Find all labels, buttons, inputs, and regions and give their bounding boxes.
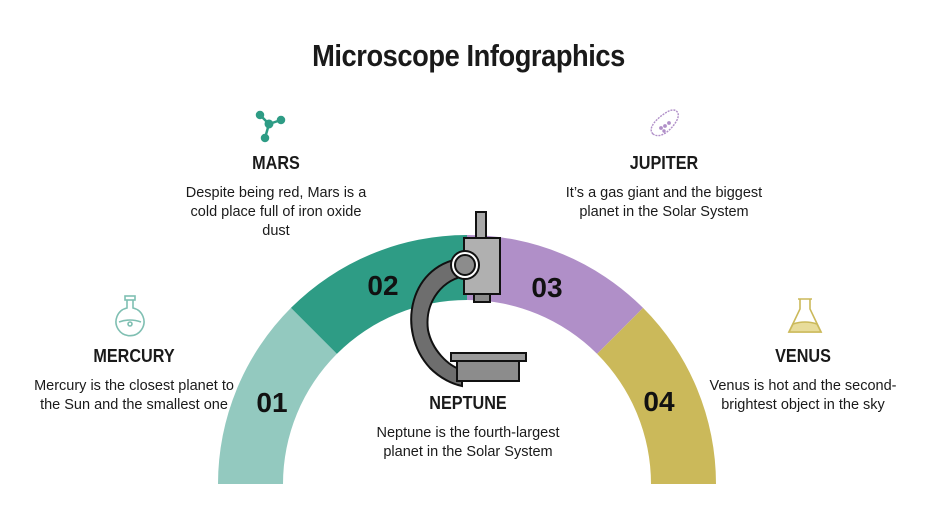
segment-number-1: 01 [256, 387, 287, 418]
heading-neptune: NEPTUNE [429, 393, 507, 413]
page-title: Microscope Infographics [312, 38, 625, 73]
segment-number-2: 02 [367, 270, 398, 301]
text-jupiter: It’s a gas giant and the biggest planet … [565, 185, 763, 220]
arc-segment-3 [467, 235, 644, 354]
text-mars: Despite being red, Mars is a cold place … [185, 185, 367, 239]
segment-number-4: 04 [643, 386, 675, 417]
info-jupiter: JUPITER It’s a gas giant and the biggest… [564, 153, 764, 222]
heading-venus: VENUS [775, 346, 831, 366]
text-venus: Venus is hot and the second-brightest ob… [709, 378, 897, 413]
bacteria-icon [650, 109, 679, 137]
info-mercury: MERCURY Mercury is the closest planet to… [34, 346, 234, 415]
text-neptune: Neptune is the fourth-largest planet in … [376, 425, 560, 460]
microscope-icon [410, 211, 527, 388]
segment-number-3: 03 [531, 272, 562, 303]
heading-mars: MARS [252, 153, 300, 173]
heading-mercury: MERCURY [93, 346, 175, 366]
arc-segment-2 [290, 235, 467, 354]
beaker-icon [787, 298, 823, 333]
molecule-icon [255, 110, 286, 143]
info-mars: MARS Despite being red, Mars is a cold p… [176, 153, 376, 241]
arc-segment-4 [597, 307, 716, 484]
text-mercury: Mercury is the closest planet to the Sun… [34, 378, 234, 413]
arc-segment-1 [218, 307, 337, 484]
heading-jupiter: JUPITER [629, 153, 699, 173]
flask-icon [115, 295, 145, 337]
info-neptune: NEPTUNE Neptune is the fourth-largest pl… [368, 393, 568, 462]
info-venus: VENUS Venus is hot and the second-bright… [703, 346, 903, 415]
